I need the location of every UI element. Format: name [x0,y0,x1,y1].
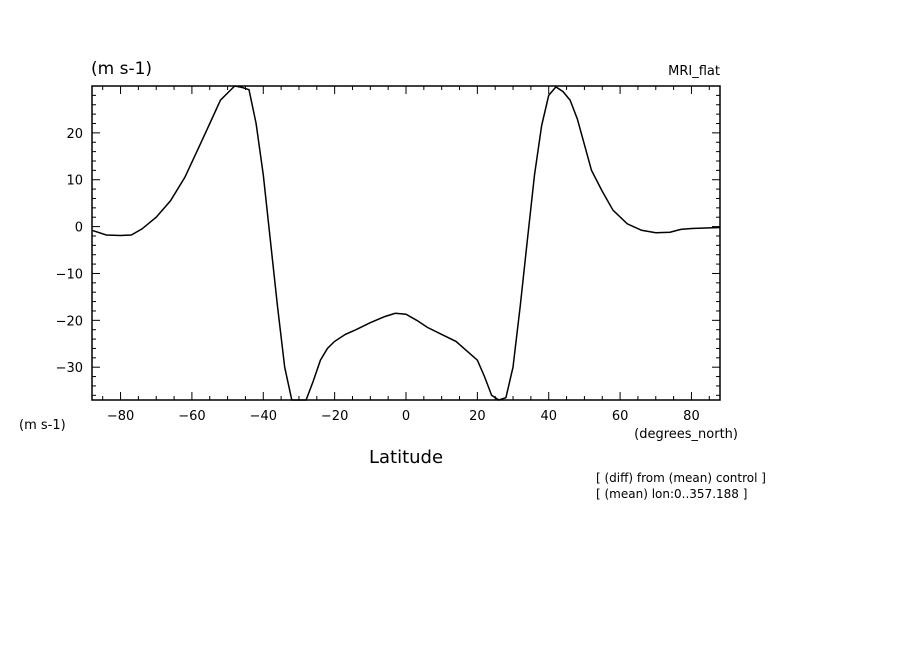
x-tick-label: 40 [540,409,557,424]
y-tick-label: 20 [66,127,83,142]
x-tick-label: 60 [612,409,629,424]
plot-frame [91,85,721,401]
y-tick-label: −20 [56,314,83,329]
x-tick-label: 0 [402,409,410,424]
corner-unit-label: (m s-1) [19,418,66,433]
y-unit-label: (m s-1) [91,59,152,79]
series-line [91,85,721,401]
x-unit-label: (degrees_north) [634,427,738,442]
annotation-mean: [ (mean) lon:0..357.188 ] [596,487,747,501]
y-tick-label: 0 [75,221,83,236]
x-tick-label: 80 [683,409,700,424]
y-tick-label: −30 [56,361,83,376]
x-tick-label: 20 [469,409,486,424]
x-tick-label: −60 [178,409,205,424]
x-tick-label: −40 [250,409,277,424]
tick-labels: −80 −60 −40 −20 0 20 40 60 80 −30 −20 −10 0 10 20 [56,127,700,424]
x-axis-label: Latitude [369,447,443,468]
y-tick-label: 10 [66,174,83,189]
axis-ticks [92,85,720,400]
chart-title: MRI_flat [668,64,720,79]
x-tick-label: −20 [321,409,348,424]
x-tick-label: −80 [107,409,134,424]
y-tick-label: −10 [56,267,83,282]
annotation-diff: [ (diff) from (mean) control ] [596,471,766,485]
